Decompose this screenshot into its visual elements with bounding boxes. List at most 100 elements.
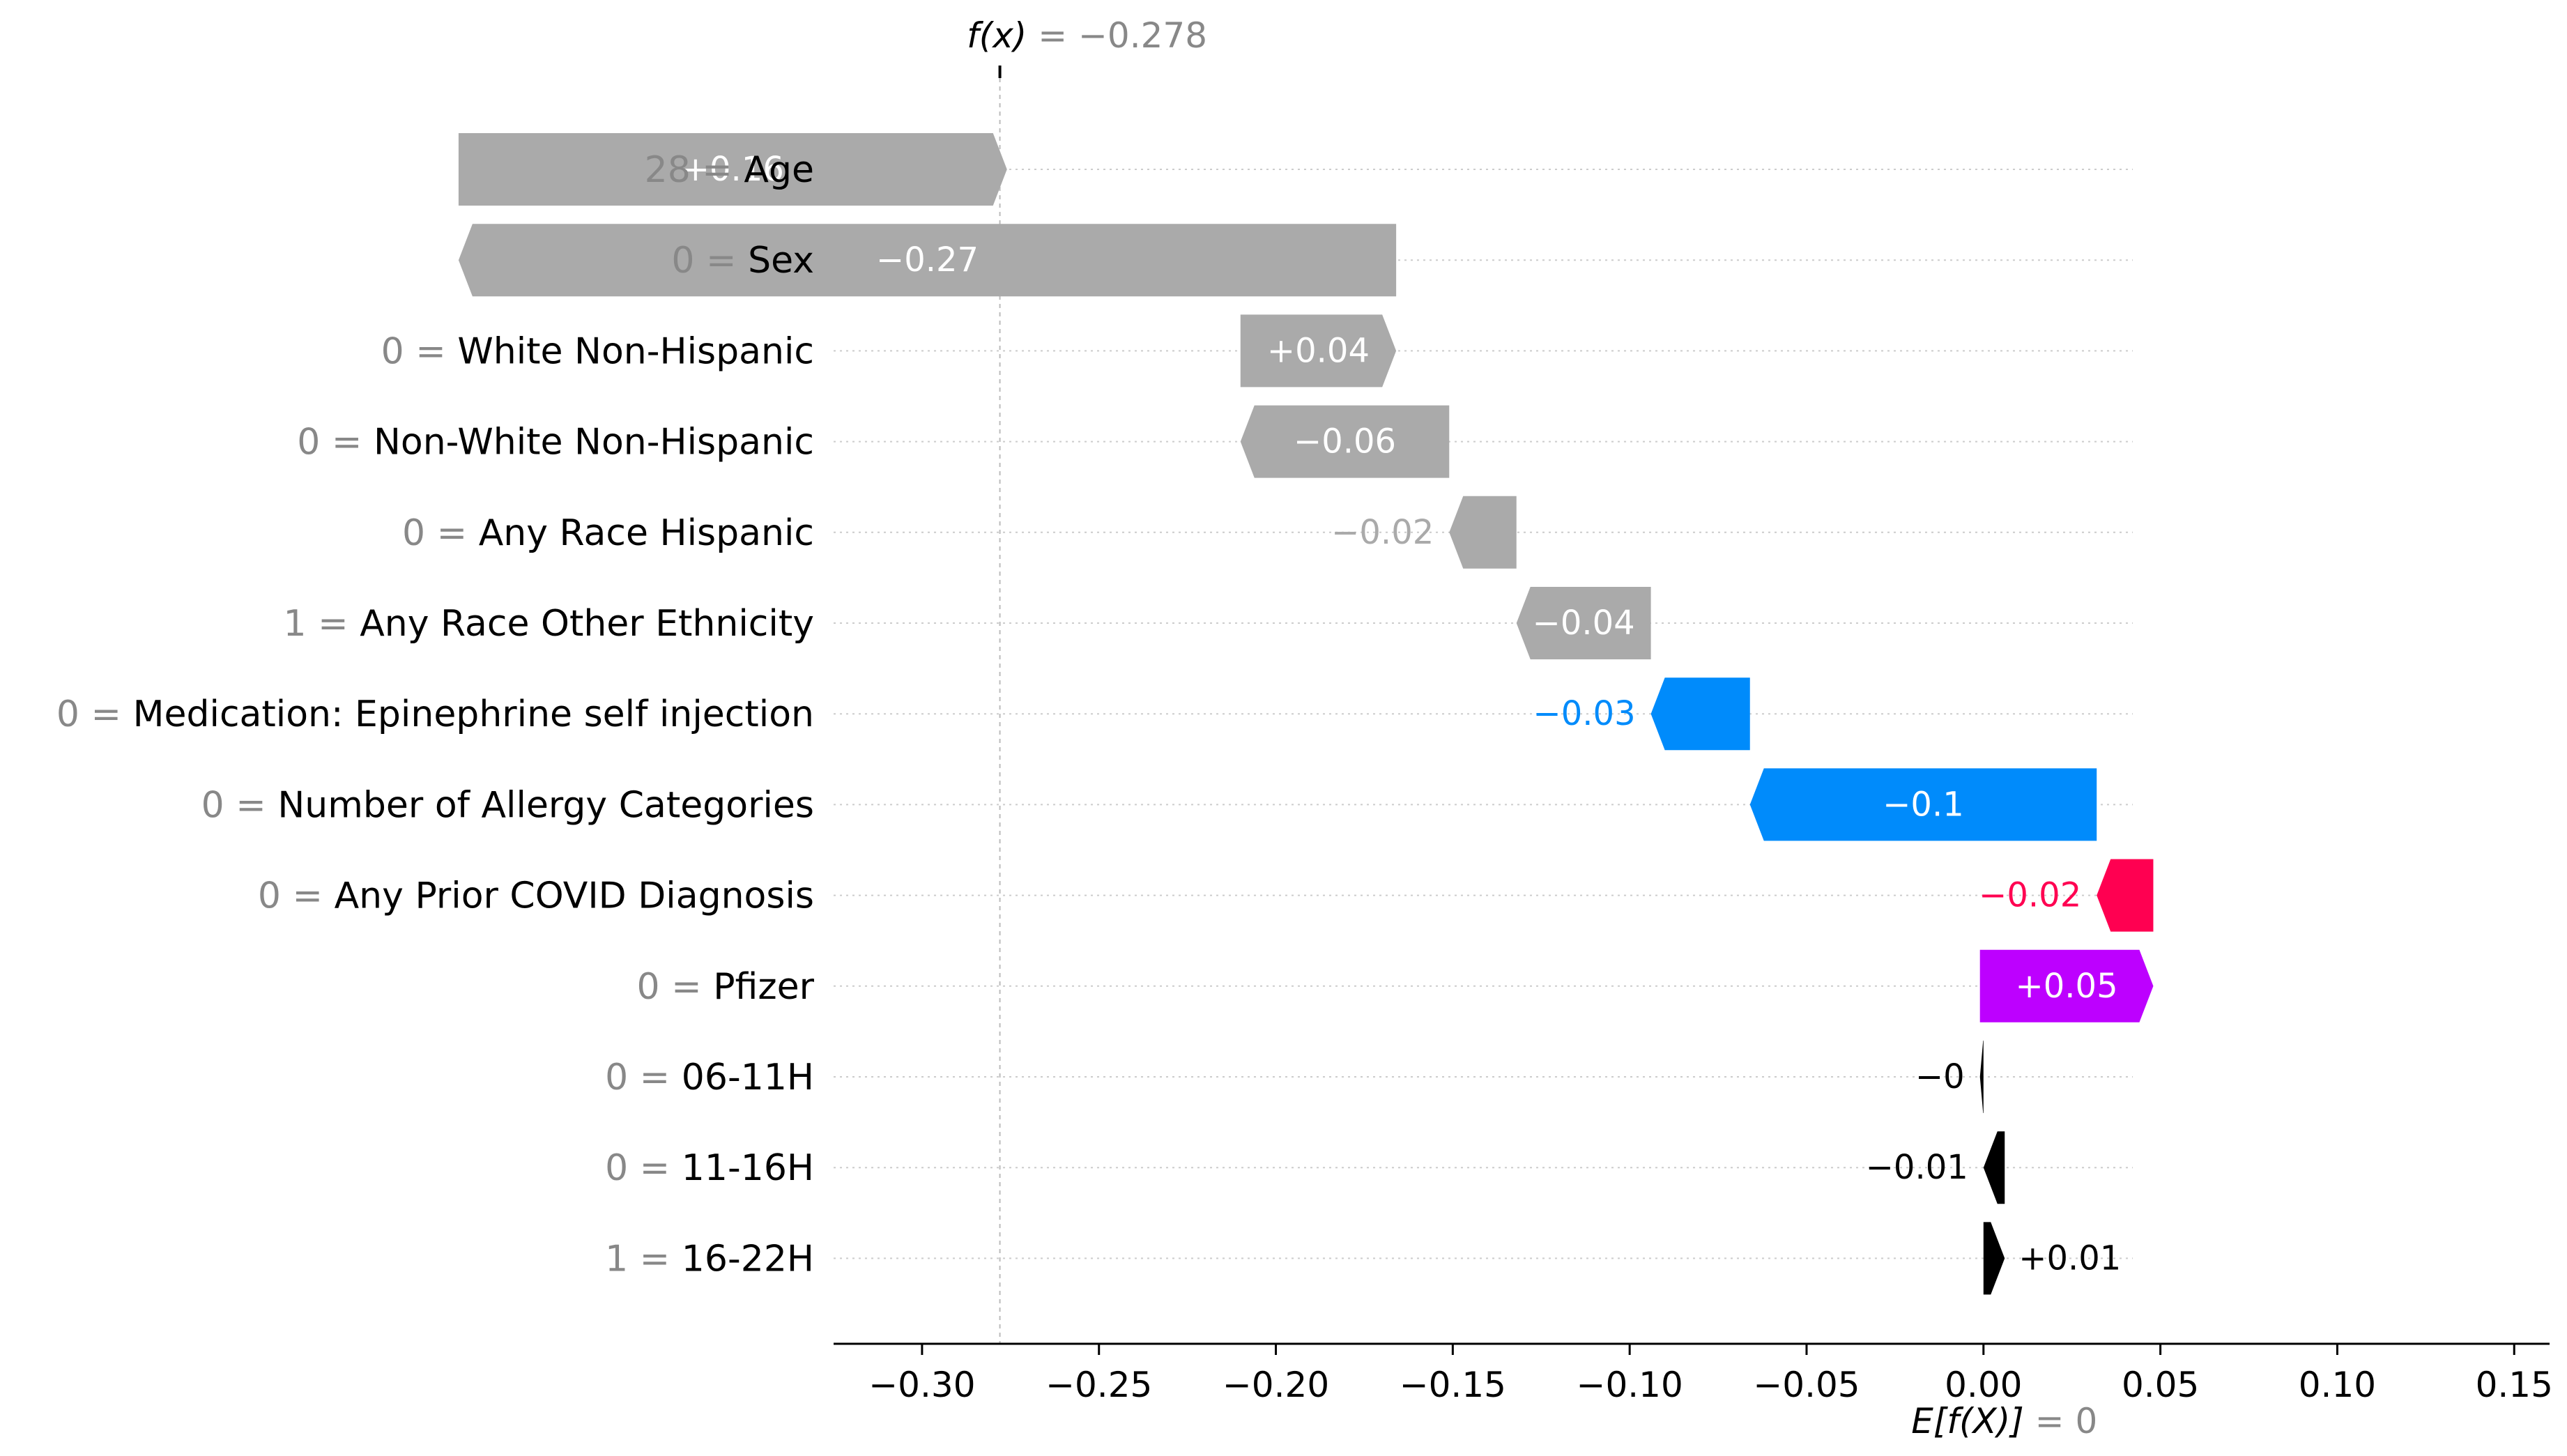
feature-equals: = [281, 875, 335, 917]
bar-11-16h [1983, 1131, 2005, 1204]
feature-label: 0 = Pfizer [636, 966, 814, 1008]
feature-label: 1 = Any Race Other Ethnicity [283, 603, 814, 645]
feature-name: Any Prior COVID Diagnosis [335, 875, 814, 917]
feature-equals: = [691, 149, 744, 191]
bar-value-label: +0.01 [2018, 1239, 2121, 1278]
feature-value: 1 [283, 603, 306, 645]
bar-value-label: −0.03 [1533, 694, 1636, 733]
bar-value-label: −0.04 [1533, 604, 1635, 643]
fx-value: = −0.278 [1027, 15, 1207, 56]
feature-name: Sex [748, 240, 814, 282]
bar-value-label: −0 [1915, 1057, 1965, 1096]
bar-16-22h [1983, 1222, 2005, 1295]
feature-name: Number of Allergy Categories [277, 784, 814, 826]
x-axis: −0.30 −0.25 −0.20 −0.15 −0.10 −0.05 0.00 0.05 0.… [834, 1342, 2553, 1405]
feature-value: 0 [258, 875, 281, 917]
x-tick-label: 0.10 [2299, 1365, 2376, 1405]
feature-value: 0 [297, 422, 320, 463]
x-tick-label: −0.10 [1577, 1365, 1683, 1405]
bar-value-label: −0.06 [1294, 422, 1396, 461]
bar-value-label: −0.27 [876, 240, 979, 279]
feature-equals: = [628, 1238, 682, 1280]
feature-label: 0 = White Non-Hispanic [381, 330, 814, 372]
feature-name: 16-22H [682, 1238, 814, 1280]
feature-value: 1 [605, 1238, 628, 1280]
x-tick-label: 0.15 [2476, 1365, 2553, 1405]
efx-annotation: E[f(X)] = 0 [1911, 1401, 2097, 1441]
bar-value-label: −0.02 [1331, 513, 1434, 552]
x-tick-label: −0.20 [1223, 1365, 1329, 1405]
bar-any-prior-covid-diagnosis [2097, 859, 2154, 932]
feature-label: 0 = Any Prior COVID Diagnosis [258, 875, 814, 917]
x-tick-label: −0.15 [1400, 1365, 1506, 1405]
feature-equals: = [320, 422, 374, 463]
feature-value: 0 [381, 330, 404, 372]
efx-label: E[f(X)] [1911, 1401, 2023, 1441]
bar-sex [458, 224, 1397, 297]
feature-value: 0 [201, 784, 224, 826]
x-tick-label: 0.05 [2122, 1365, 2199, 1405]
feature-name: Any Race Other Ethnicity [360, 603, 814, 645]
bar-value-label: −0.1 [1883, 785, 1964, 824]
feature-label: 0 = 11-16H [605, 1147, 814, 1189]
feature-name: Pfizer [713, 966, 814, 1008]
feature-label: 28 = Age [645, 149, 814, 191]
x-tick-label: −0.30 [868, 1365, 975, 1405]
feature-label: 0 = Non-White Non-Hispanic [297, 422, 814, 463]
x-tick-label: 0.00 [1945, 1365, 2022, 1405]
bar-medication-epinephrine-self-injection [1650, 677, 1750, 751]
x-tick-label: −0.05 [1753, 1365, 1860, 1405]
efx-value: = 0 [2024, 1401, 2098, 1441]
bar-non-white-non-hispanic [1240, 405, 1450, 478]
feature-equals: = [695, 240, 749, 282]
bar-value-label: +0.04 [1267, 331, 1370, 370]
feature-value: 0 [605, 1057, 628, 1098]
feature-name: Any Race Hispanic [479, 512, 814, 554]
feature-label: 0 = Any Race Hispanic [402, 512, 814, 554]
feature-label: 0 = 06-11H [605, 1057, 814, 1098]
bar-value-label: −0.01 [1866, 1148, 1968, 1187]
bar-value-label: −0.02 [1979, 876, 2081, 915]
feature-equals: = [628, 1147, 682, 1189]
bar-number-of-allergy-categories [1749, 768, 2097, 841]
feature-value: 0 [636, 966, 659, 1008]
feature-value: 28 [645, 149, 691, 191]
bar-any-race-other-ethnicity [1516, 587, 1651, 659]
bar-age [458, 133, 1007, 206]
feature-equals: = [307, 603, 360, 645]
feature-name: 11-16H [682, 1147, 814, 1189]
feature-name: 06-11H [682, 1057, 814, 1098]
bar-pfizer [1979, 949, 2154, 1022]
feature-value: 0 [402, 512, 425, 554]
feature-equals: = [425, 512, 479, 554]
bar-white-non-hispanic [1240, 314, 1397, 388]
feature-label: 0 = Medication: Epinephrine self injecti… [56, 693, 814, 735]
feature-name: Age [744, 149, 814, 191]
fx-label: f(x) [967, 15, 1027, 56]
feature-equals: = [404, 330, 458, 372]
fx-marker: f(x) = −0.278 [967, 15, 1207, 1344]
feature-equals: = [660, 966, 714, 1008]
x-tick-label: −0.25 [1045, 1365, 1152, 1405]
feature-equals: = [224, 784, 278, 826]
feature-name: Medication: Epinephrine self injection [133, 693, 814, 735]
feature-name: Non-White Non-Hispanic [374, 422, 814, 463]
bar-06-11h [1979, 1041, 1984, 1113]
feature-label: 0 = Number of Allergy Categories [201, 784, 814, 826]
feature-equals: = [628, 1057, 682, 1098]
feature-name: White Non-Hispanic [457, 330, 814, 372]
bar-value-label: +0.05 [2016, 967, 2118, 1006]
feature-label: 1 = 16-22H [605, 1238, 814, 1280]
fx-annotation: f(x) = −0.278 [967, 15, 1207, 56]
feature-label: 0 = Sex [671, 240, 814, 282]
feature-equals: = [79, 693, 133, 735]
efx-marker: E[f(X)] = 0 [1911, 1401, 2097, 1441]
bar-any-race-hispanic [1449, 496, 1517, 569]
feature-value: 0 [56, 693, 79, 735]
bar-value-label: +0.16 [682, 150, 784, 189]
feature-value: 0 [605, 1147, 628, 1189]
bars: +0.16 −0.27 +0.04 −0.06 −0.02 −0.04 −0.03 −0.1 −… [458, 133, 2154, 1295]
feature-value: 0 [671, 240, 694, 282]
